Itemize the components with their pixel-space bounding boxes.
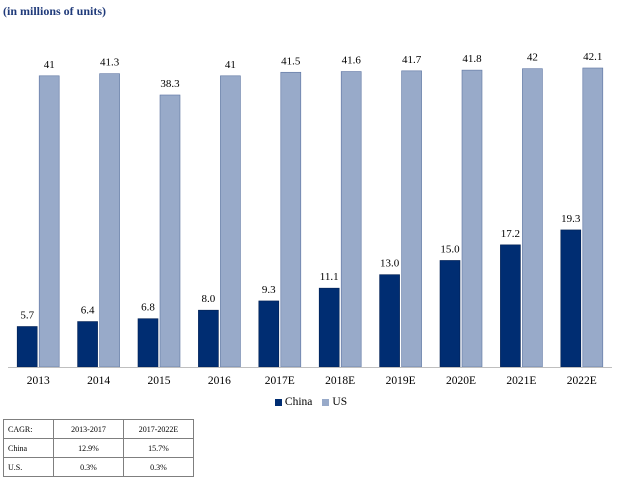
bar-china — [500, 244, 521, 368]
data-label-china: 6.4 — [81, 305, 95, 317]
data-label-us: 41.5 — [281, 55, 301, 67]
bar-chart: 5.7 41 2013 6.4 41.3 2014 6.8 38.3 2015 8.0 41 2016… — [8, 51, 612, 387]
bar-china — [379, 274, 400, 368]
data-label-us: 41.6 — [342, 55, 362, 67]
bar-us — [582, 67, 604, 368]
cagr-cell: 15.7% — [123, 438, 194, 458]
x-tick-label: 2018E — [325, 375, 355, 387]
data-label-us: 42 — [527, 52, 538, 64]
legend-item-china: China — [274, 396, 313, 408]
x-tick-label: 2013 — [27, 375, 50, 387]
data-label-china: 17.2 — [501, 228, 520, 240]
cagr-row-us: U.S. 0.3% 0.3% — [3, 457, 194, 477]
x-tick-label: 2016 — [208, 375, 231, 387]
cagr-row-china: China 12.9% 15.7% — [3, 438, 194, 458]
data-label-china: 13.0 — [380, 258, 400, 270]
cagr-cell: 0.3% — [123, 457, 194, 477]
bar-china — [258, 300, 280, 368]
data-label-us: 41 — [225, 59, 236, 71]
data-label-us: 41 — [44, 59, 55, 71]
bar-us — [401, 70, 422, 368]
cagr-cell: U.S. — [3, 457, 54, 477]
data-label-us: 41.3 — [100, 57, 120, 69]
data-label-us: 38.3 — [160, 78, 180, 90]
bar-china — [439, 260, 461, 368]
bar-china — [198, 309, 219, 368]
bar-us — [38, 75, 60, 368]
data-label-us: 41.7 — [402, 54, 422, 66]
x-tick-label: 2021E — [506, 375, 536, 387]
bar-us — [159, 94, 181, 368]
cagr-cell: 12.9% — [53, 438, 124, 458]
data-label-china: 9.3 — [262, 284, 276, 296]
legend-swatch-us — [322, 398, 330, 406]
data-label-china: 5.7 — [20, 310, 34, 322]
legend-swatch-china — [274, 398, 282, 406]
cagr-cell: China — [3, 438, 54, 458]
bar-china — [318, 287, 340, 368]
legend-item-us: US — [322, 396, 347, 408]
bar-us — [340, 71, 362, 368]
x-tick-label: 2017E — [265, 375, 295, 387]
cagr-header-row: CAGR: 2013-2017 2017-2022E — [3, 419, 194, 439]
x-tick-label: 2019E — [386, 375, 416, 387]
bar-china — [77, 321, 98, 368]
cagr-header-cell: CAGR: — [3, 419, 54, 439]
data-label-china: 6.8 — [141, 302, 155, 314]
legend: China US — [0, 396, 622, 408]
bar-china — [137, 318, 159, 368]
x-tick-label: 2015 — [148, 375, 171, 387]
bar-china — [16, 326, 38, 368]
bar-us — [461, 69, 483, 368]
data-label-us: 42.1 — [583, 51, 602, 63]
legend-label-us: US — [332, 396, 348, 408]
bar-us — [280, 71, 302, 368]
data-label-china: 11.1 — [320, 271, 339, 283]
x-tick-label: 2022E — [567, 375, 597, 387]
unit-note: (in millions of units) — [3, 4, 107, 18]
legend-label-china: China — [284, 396, 313, 408]
cagr-header-cell: 2013-2017 — [53, 419, 124, 439]
x-tick-label: 2020E — [446, 375, 476, 387]
bar-china — [560, 229, 582, 368]
bar-us — [220, 75, 241, 368]
data-label-china: 8.0 — [202, 293, 216, 305]
data-label-china: 19.3 — [561, 213, 581, 225]
cagr-header-cell: 2017-2022E — [123, 419, 194, 439]
bar-us — [522, 68, 543, 368]
data-label-us: 41.8 — [462, 53, 482, 65]
bar-us — [99, 73, 120, 368]
x-tick-label: 2014 — [87, 375, 110, 387]
data-label-china: 15.0 — [440, 243, 460, 255]
cagr-cell: 0.3% — [53, 457, 124, 477]
cagr-table: CAGR: 2013-2017 2017-2022E China 12.9% 1… — [3, 419, 194, 477]
